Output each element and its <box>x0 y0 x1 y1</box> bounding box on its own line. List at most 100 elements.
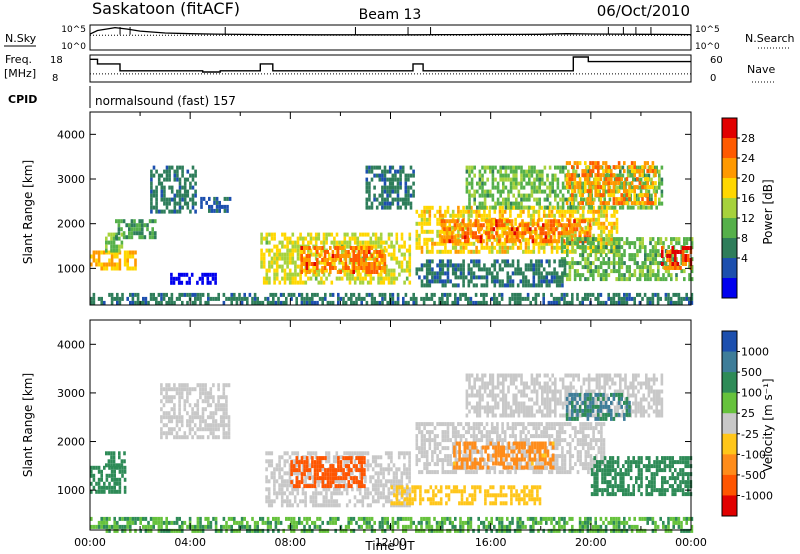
data-cell <box>400 232 404 237</box>
data-cell <box>560 237 564 242</box>
data-cell <box>610 296 613 301</box>
data-cell <box>314 268 318 273</box>
data-cell <box>634 177 638 182</box>
data-cell <box>501 245 504 250</box>
data-cell <box>425 292 428 297</box>
data-cell <box>649 296 652 301</box>
data-cell <box>612 193 616 198</box>
data-cell <box>542 267 546 272</box>
data-cell <box>461 227 464 232</box>
data-cell <box>574 233 577 238</box>
data-cell <box>475 438 478 443</box>
data-cell <box>566 273 569 278</box>
data-cell <box>407 185 410 190</box>
data-cell <box>338 260 341 265</box>
data-cell <box>378 177 382 182</box>
data-cell <box>420 221 424 226</box>
data-cell <box>383 177 387 182</box>
data-cell <box>531 219 535 224</box>
data-cell <box>321 464 325 469</box>
data-cell <box>355 296 358 301</box>
data-cell <box>129 254 132 259</box>
data-cell <box>304 455 307 460</box>
data-cell <box>470 193 474 198</box>
data-cell <box>573 237 577 242</box>
data-cell <box>126 262 129 267</box>
data-cell <box>503 283 507 288</box>
data-cell <box>173 169 177 174</box>
data-cell <box>459 292 462 297</box>
data-cell <box>113 477 116 482</box>
data-cell <box>508 219 511 224</box>
data-cell <box>377 272 380 277</box>
data-cell <box>657 269 660 274</box>
data-cell <box>266 296 270 301</box>
data-cell <box>632 185 635 190</box>
data-cell <box>378 254 381 258</box>
data-cell <box>267 479 271 484</box>
data-cell <box>451 209 455 214</box>
data-cell <box>610 173 613 178</box>
data-cell <box>615 225 619 230</box>
data-cell <box>273 280 276 285</box>
data-cell <box>165 415 168 420</box>
data-cell <box>266 300 270 305</box>
data-cell <box>547 227 550 232</box>
data-cell <box>391 181 395 186</box>
data-cell <box>586 165 590 170</box>
data-cell <box>118 485 122 490</box>
data-cell <box>605 269 608 274</box>
data-cell <box>178 399 181 404</box>
data-cell <box>529 283 533 288</box>
data-cell <box>405 451 409 456</box>
data-cell <box>160 296 163 301</box>
data-cell <box>446 426 450 431</box>
data-cell <box>522 249 525 254</box>
data-cell <box>589 273 592 278</box>
data-cell <box>519 241 523 246</box>
data-cell <box>540 217 543 222</box>
data-cell <box>568 241 572 246</box>
data-cell <box>120 244 124 249</box>
data-cell <box>118 469 122 474</box>
data-cell <box>295 456 299 461</box>
data-cell <box>626 205 630 210</box>
data-cell <box>311 484 314 489</box>
data-cell <box>191 387 194 392</box>
data-cell <box>607 177 610 182</box>
data-cell <box>368 169 371 174</box>
data-cell <box>688 277 691 282</box>
data-cell <box>387 280 391 285</box>
data-cell <box>571 165 574 170</box>
data-cell <box>212 383 215 388</box>
data-cell <box>214 411 218 416</box>
data-cell <box>602 189 605 194</box>
data-cell <box>615 181 618 186</box>
data-cell <box>664 277 668 282</box>
data-cell <box>613 177 617 182</box>
data-cell <box>374 236 378 241</box>
data-cell <box>522 177 526 182</box>
scatter-region <box>560 237 694 282</box>
data-cell <box>579 237 582 242</box>
data-cell <box>558 275 562 280</box>
data-cell <box>415 267 419 272</box>
data-cell <box>491 169 495 174</box>
data-cell <box>472 450 476 455</box>
data-cell <box>365 181 369 186</box>
data-cell <box>509 263 512 268</box>
data-cell <box>212 431 215 436</box>
data-cell <box>681 246 685 250</box>
data-cell <box>533 189 536 194</box>
data-cell <box>469 223 472 228</box>
data-cell <box>551 173 554 178</box>
data-cell <box>530 173 534 178</box>
data-cell <box>521 235 524 240</box>
data-cell <box>594 269 598 274</box>
data-cell <box>365 177 369 182</box>
data-cell <box>320 252 323 257</box>
data-cell <box>170 185 174 190</box>
data-cell <box>683 241 686 246</box>
data-cell <box>487 223 490 228</box>
